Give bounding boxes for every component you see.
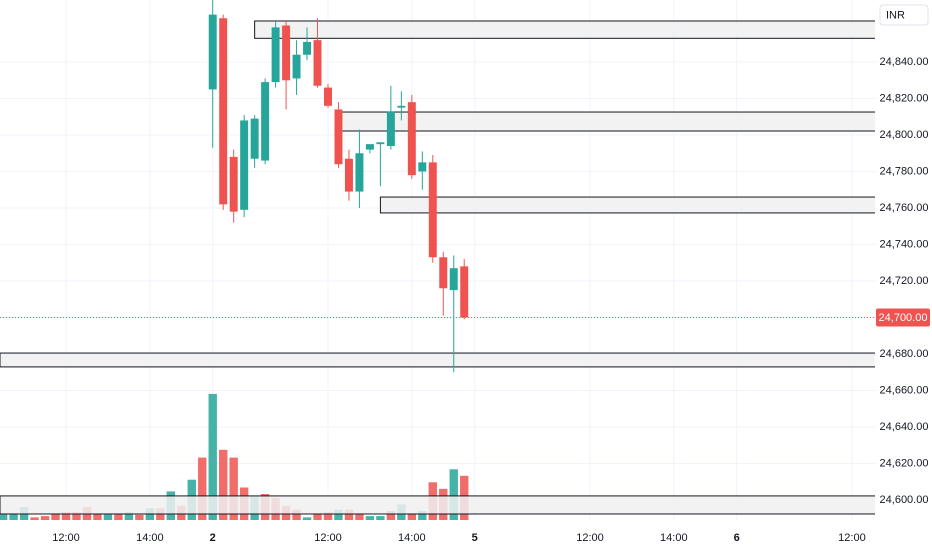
last-price-label: 24,700.00 (879, 312, 928, 324)
candle-body (376, 142, 385, 145)
candle-body (313, 40, 322, 86)
x-tick-label: 14:00 (398, 532, 426, 544)
volume-bar (61, 512, 71, 520)
volume-bar (51, 513, 60, 520)
volume-bar (93, 513, 102, 520)
candle-body (365, 144, 374, 150)
y-tick-label: 24,800.00 (880, 129, 929, 141)
volume-bar (355, 513, 364, 520)
zone (254, 20, 875, 39)
volume-bar (114, 513, 123, 520)
grid (0, 0, 875, 520)
candle-body (344, 158, 353, 192)
volume-bar (103, 513, 113, 520)
volume-bar (9, 513, 18, 520)
x-tick-label: 6 (734, 532, 740, 544)
candle-body (355, 153, 364, 192)
zone (379, 196, 875, 214)
zone (0, 352, 875, 368)
currency-label: INR (886, 9, 905, 21)
y-tick-label: 24,840.00 (880, 56, 929, 68)
candle-body (439, 257, 448, 289)
candle-body (219, 18, 228, 205)
x-tick-label: 2 (210, 532, 216, 544)
zone (0, 495, 875, 515)
candle-body (407, 102, 416, 176)
candles (208, 0, 469, 373)
volume-bar (72, 512, 81, 520)
candle-body (229, 156, 238, 212)
volume-bar (124, 512, 134, 520)
candle-body (292, 54, 301, 79)
volume-bar (208, 393, 217, 520)
x-tick-label: 14:00 (136, 532, 164, 544)
candle-body (397, 105, 406, 108)
volume-bar (30, 517, 39, 520)
volume-bar (302, 517, 312, 520)
y-tick-label: 24,680.00 (880, 348, 929, 360)
volume-bar (219, 449, 228, 520)
zone (337, 111, 875, 132)
candle-body (324, 87, 332, 106)
last-price-box (876, 308, 930, 327)
candle-body (449, 268, 458, 291)
volume-bar (376, 516, 385, 520)
candle-body (418, 162, 427, 172)
y-tick-label: 24,780.00 (880, 165, 929, 177)
volume-bar (323, 512, 333, 520)
y-tick-label: 24,640.00 (880, 421, 929, 433)
candle-body (261, 82, 270, 161)
candle-body (386, 111, 395, 146)
axes: 24,600.00 24,620.00 24,640.00 24,660.00 24,6… (0, 56, 930, 544)
y-tick-label: 24,760.00 (880, 202, 929, 214)
volume-bar (198, 457, 207, 520)
volume-bar (334, 509, 343, 520)
y-tick-label: 24,720.00 (880, 275, 929, 287)
candle-body (428, 162, 437, 258)
candle-body (250, 118, 259, 159)
volume-bar (313, 513, 322, 520)
x-tick-label: 12:00 (52, 532, 80, 544)
candle-body (460, 266, 469, 318)
candle-body (282, 25, 291, 81)
candle-body (271, 27, 280, 83)
candle-body (240, 120, 249, 210)
y-tick-label: 24,660.00 (880, 384, 929, 396)
y-tick-label: 24,620.00 (880, 457, 929, 469)
volume-bar (229, 457, 238, 520)
volume-bar (135, 514, 144, 520)
x-tick-label: 5 (472, 532, 478, 544)
x-tick-label: 12:00 (576, 532, 604, 544)
currency-box[interactable] (879, 4, 929, 26)
y-tick-label: 24,600.00 (880, 494, 929, 506)
candle-body (303, 41, 312, 55)
volume-bar (418, 510, 427, 520)
x-tick-label: 14:00 (660, 532, 688, 544)
volume-bar (449, 469, 458, 520)
volume-bar (386, 510, 396, 520)
zones (0, 20, 875, 515)
volume-bar (407, 513, 417, 520)
volume-bar (344, 509, 354, 520)
volume-bar (0, 513, 8, 520)
candle-body (334, 109, 343, 165)
x-tick-label: 12:00 (314, 532, 342, 544)
volume-bar (365, 516, 375, 520)
candle-body (208, 14, 217, 90)
x-tick-label: 12:00 (838, 532, 866, 544)
y-tick-label: 24,820.00 (880, 92, 929, 104)
volume-bar (40, 516, 50, 520)
y-tick-label: 24,740.00 (880, 238, 929, 250)
volume-bar (292, 509, 301, 520)
